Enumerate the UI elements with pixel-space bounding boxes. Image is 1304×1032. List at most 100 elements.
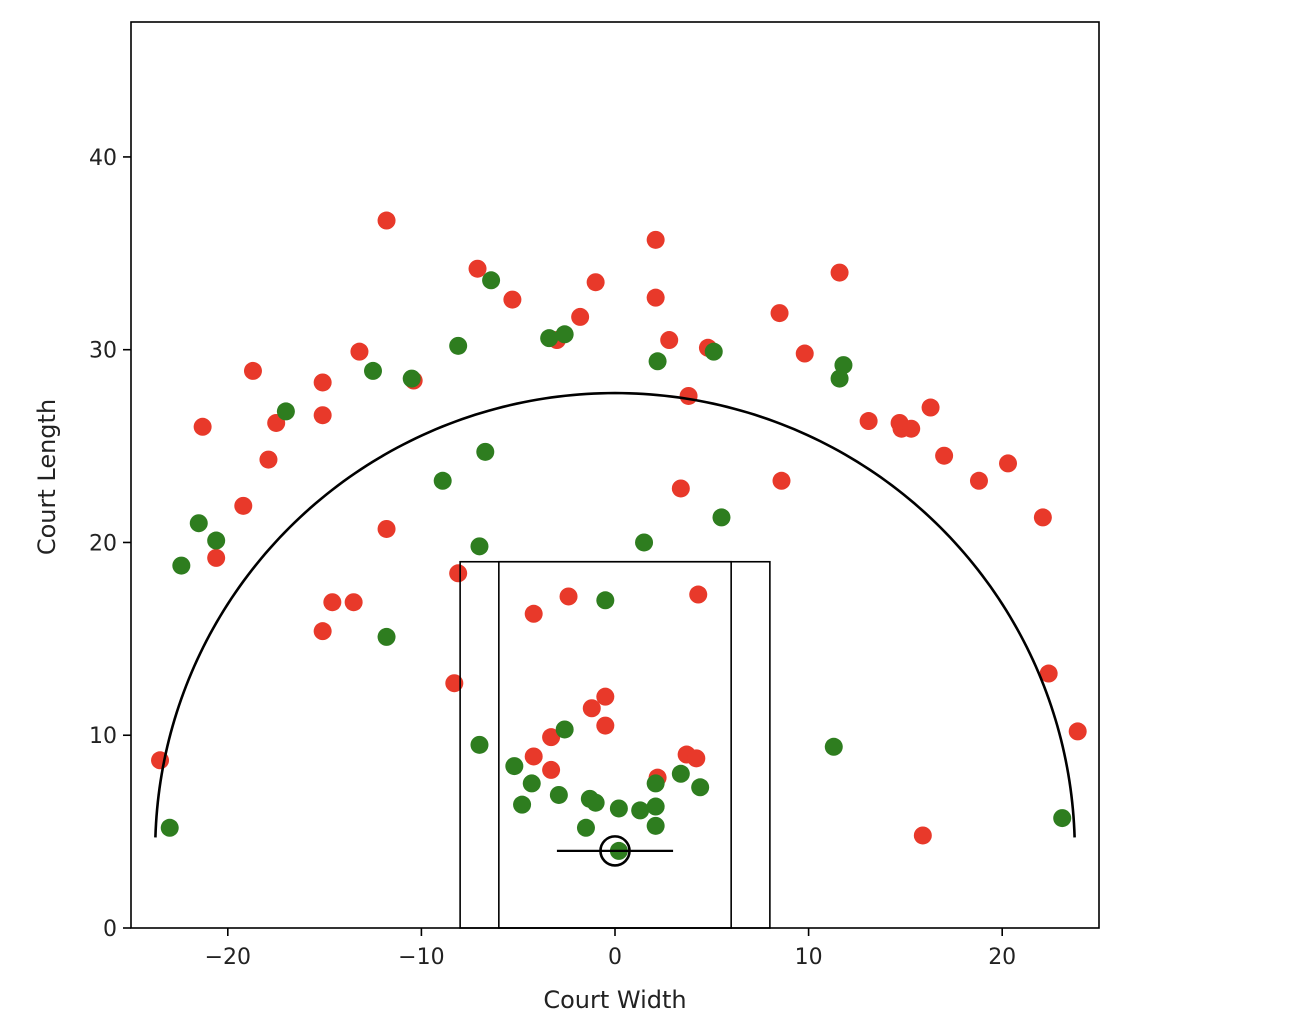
shot-points: [151, 211, 1087, 860]
shot-point: [276, 402, 295, 421]
shot-point: [679, 386, 698, 405]
shot-point: [671, 764, 690, 783]
shot-point: [377, 627, 396, 646]
shot-point: [609, 799, 628, 818]
shot-point: [323, 593, 342, 612]
shot-point: [1033, 508, 1052, 527]
shot-point: [160, 818, 179, 837]
shot-point: [172, 556, 191, 575]
x-tick-label: 0: [608, 945, 622, 970]
shot-point: [449, 336, 468, 355]
shot-point: [234, 496, 253, 515]
x-tick-label: −10: [398, 945, 444, 970]
shot-point: [712, 508, 731, 527]
shot-point: [513, 795, 532, 814]
shot-point: [571, 307, 590, 326]
shot-point: [646, 797, 665, 816]
shot-point: [646, 816, 665, 835]
shot-point: [935, 446, 954, 465]
shot-point: [859, 412, 878, 431]
shot-point: [433, 471, 452, 490]
shot-point: [207, 548, 226, 567]
plot-frame: [130, 21, 1100, 929]
shot-point: [505, 757, 524, 776]
shot-point: [596, 716, 615, 735]
shot-point: [795, 344, 814, 363]
shot-point: [193, 417, 212, 436]
shot-point: [646, 774, 665, 793]
shot-point: [559, 587, 578, 606]
shot-point: [482, 271, 501, 290]
shot-point: [586, 273, 605, 292]
shot-point: [555, 325, 574, 344]
shot-point: [582, 699, 601, 718]
rim: [599, 835, 631, 867]
x-axis-ticks: −20 −10 0 10 20: [205, 928, 1016, 970]
shot-point: [402, 369, 421, 388]
shot-point: [631, 801, 650, 820]
shot-point: [470, 537, 489, 556]
shot-point: [660, 331, 679, 350]
shot-point: [704, 342, 723, 361]
shot-point: [902, 419, 921, 438]
shot-point: [344, 593, 363, 612]
shot-point: [377, 519, 396, 538]
shot-point: [542, 728, 561, 747]
shot-point: [646, 230, 665, 249]
shot-point: [470, 735, 489, 754]
shot-point: [687, 749, 706, 768]
shot-point: [524, 747, 543, 766]
shot-point: [635, 533, 654, 552]
outer-lane: [459, 560, 771, 929]
y-axis-label: Court Length: [33, 399, 61, 555]
shot-point: [1068, 722, 1087, 741]
shot-point: [364, 361, 382, 380]
shot-point: [503, 290, 522, 309]
shot-point: [476, 442, 495, 461]
shot-point: [524, 604, 543, 623]
shot-point: [1053, 809, 1072, 828]
x-axis-label: Court Width: [543, 986, 686, 1014]
shot-point: [671, 479, 690, 498]
shot-point: [445, 674, 464, 693]
shot-point: [586, 793, 605, 812]
shot-point: [830, 369, 849, 388]
y-tick-label: 20: [89, 531, 117, 556]
shot-point: [834, 356, 853, 375]
x-tick-label: 20: [988, 945, 1016, 970]
shot-point: [207, 531, 226, 550]
y-tick-label: 40: [89, 146, 117, 171]
shot-point: [596, 687, 615, 706]
shot-point: [313, 622, 332, 641]
shot-point: [646, 288, 665, 307]
shot-point: [468, 259, 487, 278]
shot-point: [555, 720, 574, 739]
y-tick-label: 0: [103, 917, 117, 942]
shot-point: [969, 471, 988, 490]
shot-point: [999, 454, 1018, 473]
shot-point: [449, 564, 468, 583]
shot-point: [596, 591, 615, 610]
shot-point: [377, 211, 396, 230]
shot-point: [576, 818, 595, 837]
shot-point: [540, 329, 559, 348]
y-tick-label: 30: [89, 339, 117, 364]
x-tick-label: 10: [795, 945, 823, 970]
shot-point: [689, 585, 708, 604]
shot-point: [830, 263, 849, 282]
shot-point: [691, 778, 710, 797]
three-point-arc: [154, 391, 1076, 838]
shot-point: [313, 373, 332, 392]
shot-point: [921, 398, 940, 417]
shot-point: [522, 774, 541, 793]
x-tick-label: −20: [205, 945, 251, 970]
shot-point: [243, 361, 262, 380]
shot-point: [772, 471, 791, 490]
shot-point: [770, 304, 789, 323]
shot-point: [913, 826, 932, 845]
shot-point: [313, 406, 332, 425]
shot-point: [549, 785, 568, 804]
shot-point: [542, 760, 561, 779]
y-axis-ticks: 0 10 20 30 40: [89, 146, 131, 942]
